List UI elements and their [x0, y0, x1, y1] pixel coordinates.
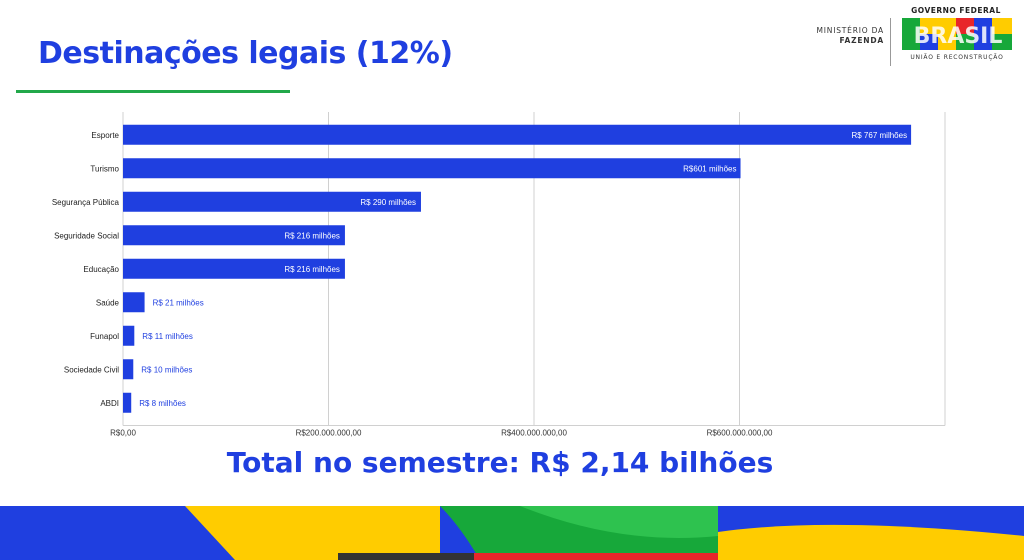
bar	[123, 158, 741, 179]
bar	[123, 124, 912, 145]
bar	[123, 258, 345, 279]
data-label: R$ 10 milhões	[141, 365, 192, 374]
category-label: Funapol	[90, 332, 119, 341]
category-label: Saúde	[96, 298, 120, 307]
ministry-label: MINISTÉRIO DA FAZENDA	[800, 26, 884, 46]
category-label: Educação	[83, 265, 119, 274]
x-tick-label: R$600.000.000,00	[707, 429, 773, 438]
data-label: R$ 767 milhões	[851, 131, 907, 140]
brasil-logo-text: BRASIL	[914, 24, 1003, 49]
x-tick-label: R$400.000.000,00	[501, 429, 567, 438]
data-label: R$ 216 milhões	[284, 231, 340, 240]
tagline: UNIÃO E RECONSTRUÇÃO	[910, 54, 1004, 61]
bar	[123, 292, 145, 313]
bar	[123, 191, 421, 212]
category-label: Esporte	[91, 131, 119, 140]
brasil-logo: BRASIL	[902, 18, 1012, 50]
header-divider	[890, 18, 891, 66]
ministry-line1: MINISTÉRIO DA	[816, 26, 884, 35]
bar	[123, 225, 345, 246]
footer-band	[0, 506, 1024, 560]
data-label: R$ 290 milhões	[360, 198, 416, 207]
data-label: R$ 8 milhões	[139, 399, 186, 408]
gov-label: GOVERNO FEDERAL	[911, 6, 1001, 15]
slide-title: Destinações legais (12%)	[38, 36, 453, 71]
x-tick-label: R$0,00	[110, 429, 136, 438]
data-label: R$ 11 milhões	[142, 332, 193, 341]
bar	[123, 392, 132, 413]
category-label: Sociedade Civil	[64, 365, 119, 374]
bar-chart: R$0,00 R$200.000.000,00 R$400.000.000,00 R$…	[52, 112, 946, 438]
data-label: R$ 21 milhões	[153, 298, 204, 307]
data-label: R$601 milhões	[683, 164, 736, 173]
total-text: Total no semestre: R$ 2,14 bilhões	[226, 446, 774, 479]
category-label: Seguridade Social	[54, 231, 119, 240]
category-label: Turismo	[90, 164, 119, 173]
x-tick-label: R$200.000.000,00	[296, 429, 362, 438]
ministry-line2: FAZENDA	[839, 36, 884, 45]
bar	[123, 325, 135, 346]
data-label: R$ 216 milhões	[284, 265, 340, 274]
category-label: Segurança Pública	[52, 198, 120, 207]
category-label: ABDI	[100, 399, 119, 408]
title-underline	[16, 90, 290, 93]
bar	[123, 359, 134, 380]
